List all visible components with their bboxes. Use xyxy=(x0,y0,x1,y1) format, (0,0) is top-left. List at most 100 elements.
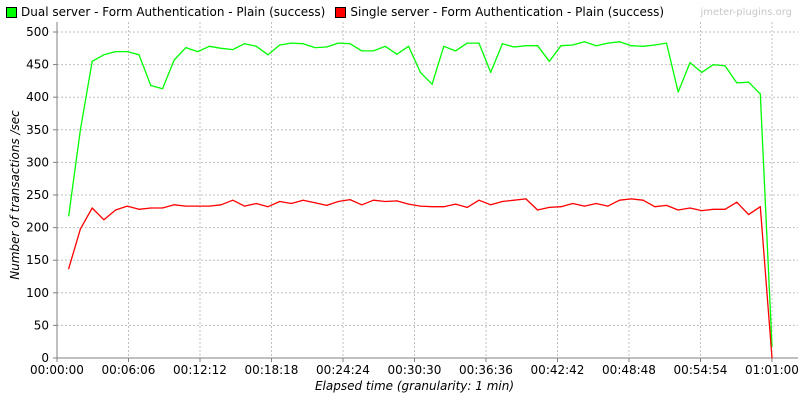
data-point-single xyxy=(724,208,726,210)
series-single xyxy=(68,198,773,359)
data-point-single xyxy=(759,206,761,208)
data-point-single xyxy=(607,205,609,207)
data-point-dual xyxy=(220,47,222,49)
y-tick-label: 150 xyxy=(26,253,49,267)
data-point-dual xyxy=(68,215,70,217)
data-point-single xyxy=(361,204,363,206)
data-point-dual xyxy=(537,45,539,47)
data-point-dual xyxy=(91,60,93,62)
data-point-single xyxy=(443,206,445,208)
y-tick-label: 0 xyxy=(41,351,49,365)
data-point-dual xyxy=(560,45,562,47)
data-point-single xyxy=(689,207,691,209)
legend-label-single: Single server - Form Authentication - Pl… xyxy=(350,5,665,19)
data-point-dual xyxy=(290,42,292,44)
data-point-single xyxy=(197,205,199,207)
legend-swatch-dual xyxy=(6,6,17,18)
data-point-single xyxy=(513,199,515,201)
data-point-dual xyxy=(513,46,515,48)
data-point-dual xyxy=(361,50,363,52)
data-point-dual xyxy=(396,53,398,55)
x-tick-label: 00:06:06 xyxy=(102,363,156,377)
data-point-dual xyxy=(302,43,304,45)
x-tick-label: 01:01:00 xyxy=(745,363,799,377)
x-axis-title: Elapsed time (granularity: 1 min) xyxy=(315,379,514,393)
y-tick-label: 300 xyxy=(26,155,49,169)
data-point-single xyxy=(619,199,621,201)
data-point-dual xyxy=(408,45,410,47)
data-point-single xyxy=(279,200,281,203)
data-point-single xyxy=(290,202,292,205)
data-point-single xyxy=(677,209,679,211)
data-point-dual xyxy=(548,60,550,62)
data-point-dual xyxy=(642,45,644,47)
data-point-dual xyxy=(478,42,480,44)
data-point-dual xyxy=(759,93,761,95)
data-point-dual xyxy=(736,82,738,84)
data-point-dual xyxy=(454,50,457,52)
data-point-dual xyxy=(267,54,269,56)
data-point-dual xyxy=(466,42,468,44)
data-point-single xyxy=(126,205,128,207)
y-tick-label: 250 xyxy=(26,188,49,202)
data-point-single xyxy=(419,205,421,207)
data-point-dual xyxy=(208,45,210,47)
data-point-single xyxy=(595,202,597,205)
x-tick-label: 00:24:24 xyxy=(316,363,370,377)
data-point-dual xyxy=(173,59,175,61)
x-tick-label: 00:42:42 xyxy=(531,363,585,377)
legend: Dual server - Form Authentication - Plai… xyxy=(6,5,674,19)
legend-label-dual: Dual server - Form Authentication - Plai… xyxy=(21,5,326,19)
data-point-single xyxy=(525,198,527,200)
data-point-single xyxy=(103,219,105,221)
data-point-single xyxy=(537,209,539,211)
data-point-dual xyxy=(384,45,386,47)
data-point-dual xyxy=(115,51,117,53)
data-point-single xyxy=(150,207,152,209)
data-point-single xyxy=(396,200,398,202)
series-dual xyxy=(68,41,773,347)
x-tick-label: 00:36:36 xyxy=(459,363,513,377)
data-point-dual xyxy=(490,71,492,73)
data-point-single xyxy=(490,204,492,206)
data-point-dual xyxy=(279,44,281,46)
data-point-dual xyxy=(185,47,187,49)
data-point-dual xyxy=(79,129,81,131)
data-point-single xyxy=(748,214,750,216)
data-point-dual xyxy=(326,46,328,48)
data-point-single xyxy=(68,268,70,270)
x-tick-label: 00:00:00 xyxy=(30,363,84,377)
y-tick-label: 350 xyxy=(26,123,49,137)
data-point-dual xyxy=(595,45,597,47)
data-point-dual xyxy=(607,42,609,44)
data-point-dual xyxy=(431,83,433,85)
y-tick-label: 400 xyxy=(26,90,49,104)
y-axis-title: Number of transactions /sec xyxy=(8,110,22,280)
data-point-single xyxy=(431,206,433,208)
data-point-single xyxy=(220,204,222,206)
legend-item-dual: Dual server - Form Authentication - Plai… xyxy=(6,5,325,19)
data-point-dual xyxy=(724,65,726,67)
data-point-single xyxy=(138,208,140,210)
x-tick-label: 00:54:54 xyxy=(674,363,728,377)
data-point-single xyxy=(771,357,773,359)
data-point-single xyxy=(79,228,81,230)
data-point-dual xyxy=(419,71,421,73)
data-point-dual xyxy=(619,41,621,43)
data-point-dual xyxy=(103,54,105,56)
data-point-dual xyxy=(349,43,351,45)
data-point-dual xyxy=(665,42,668,44)
legend-item-single: Single server - Form Authentication - Pl… xyxy=(335,5,664,19)
x-tick-label: 00:18:18 xyxy=(245,363,299,377)
data-point-single xyxy=(115,209,117,211)
data-point-dual xyxy=(150,84,152,87)
data-point-single xyxy=(548,206,550,208)
data-point-single xyxy=(572,202,574,205)
y-tick-label: 200 xyxy=(26,221,49,235)
x-tick-label: 00:12:12 xyxy=(173,363,227,377)
legend-swatch-single xyxy=(335,6,347,18)
data-point-single xyxy=(208,205,210,207)
data-point-single xyxy=(384,200,386,203)
x-tick-label: 00:48:48 xyxy=(602,363,656,377)
